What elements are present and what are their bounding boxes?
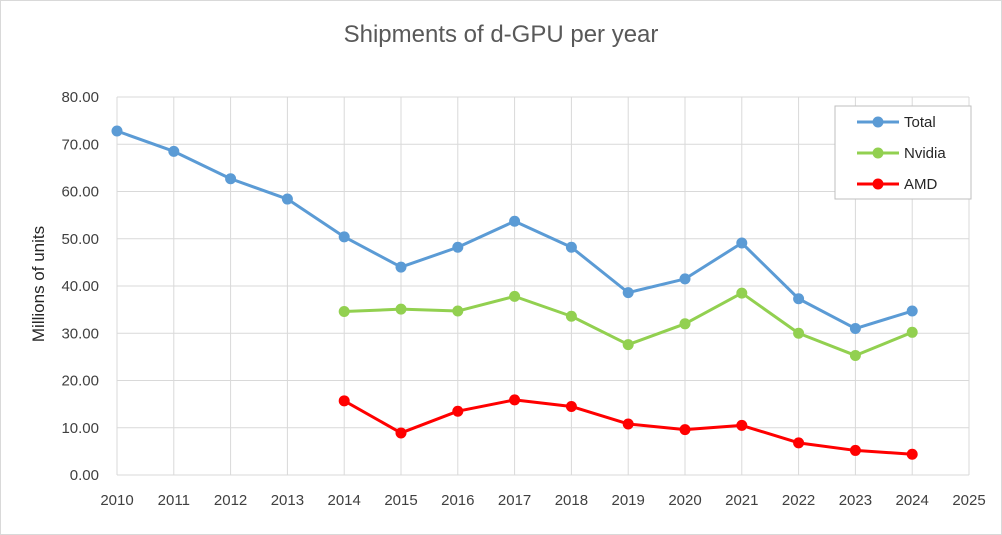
data-point-total xyxy=(168,145,180,157)
y-tick-label: 80.00 xyxy=(61,89,99,106)
data-point-nvidia xyxy=(565,310,577,322)
x-tick-label: 2012 xyxy=(214,492,247,509)
y-tick-label: 30.00 xyxy=(61,325,99,342)
x-tick-label: 2010 xyxy=(100,492,133,509)
legend-marker-amd xyxy=(872,178,884,190)
x-tick-label: 2018 xyxy=(555,492,588,509)
x-tick-label: 2024 xyxy=(896,492,929,509)
data-point-nvidia xyxy=(622,339,634,351)
data-point-total xyxy=(565,241,577,253)
x-tick-label: 2017 xyxy=(498,492,531,509)
legend-label-total: Total xyxy=(904,114,936,131)
chart-title: Shipments of d-GPU per year xyxy=(343,21,659,48)
x-tick-label: 2014 xyxy=(328,492,361,509)
data-point-total xyxy=(622,287,634,299)
x-tick-label: 2025 xyxy=(952,492,985,509)
x-tick-label: 2023 xyxy=(839,492,872,509)
data-point-amd xyxy=(338,395,350,407)
data-point-total xyxy=(849,323,861,335)
data-point-amd xyxy=(565,400,577,412)
x-tick-label: 2016 xyxy=(441,492,474,509)
data-point-nvidia xyxy=(338,306,350,318)
data-point-total xyxy=(338,231,350,243)
data-point-amd xyxy=(906,448,918,460)
data-point-nvidia xyxy=(906,326,918,338)
data-point-total xyxy=(225,173,237,185)
data-point-total xyxy=(509,215,521,227)
data-point-nvidia xyxy=(849,349,861,361)
data-point-total xyxy=(111,125,123,137)
data-point-total xyxy=(281,193,293,205)
data-point-amd xyxy=(679,424,691,436)
data-point-amd xyxy=(395,427,407,439)
y-tick-label: 0.00 xyxy=(70,467,99,484)
data-point-amd xyxy=(793,437,805,449)
data-point-nvidia xyxy=(679,318,691,330)
y-tick-label: 20.00 xyxy=(61,373,99,390)
y-tick-label: 10.00 xyxy=(61,420,99,437)
x-tick-label: 2019 xyxy=(612,492,645,509)
data-point-amd xyxy=(622,418,634,430)
data-point-amd xyxy=(452,405,464,417)
x-tick-label: 2021 xyxy=(725,492,758,509)
x-tick-label: 2020 xyxy=(668,492,701,509)
data-point-nvidia xyxy=(452,305,464,317)
x-tick-label: 2011 xyxy=(158,492,190,509)
data-point-amd xyxy=(509,394,521,406)
data-point-total xyxy=(793,293,805,305)
data-point-total xyxy=(395,261,407,273)
data-point-nvidia xyxy=(793,327,805,339)
y-tick-label: 40.00 xyxy=(61,278,99,295)
x-tick-label: 2013 xyxy=(271,492,304,509)
y-tick-label: 70.00 xyxy=(61,136,99,153)
data-point-total xyxy=(452,241,464,253)
data-point-nvidia xyxy=(736,287,748,299)
legend-label-amd: AMD xyxy=(904,176,938,193)
data-point-nvidia xyxy=(509,290,521,302)
data-point-total xyxy=(736,237,748,249)
y-tick-label: 60.00 xyxy=(61,184,99,201)
legend-marker-nvidia xyxy=(872,147,884,159)
x-tick-label: 2022 xyxy=(782,492,815,509)
data-point-total xyxy=(906,305,918,317)
legend-label-nvidia: Nvidia xyxy=(904,145,946,162)
data-point-nvidia xyxy=(395,303,407,315)
data-point-total xyxy=(679,273,691,285)
legend-marker-total xyxy=(872,116,884,128)
legend-box xyxy=(834,105,972,200)
x-tick-label: 2015 xyxy=(384,492,417,509)
data-point-amd xyxy=(849,444,861,456)
y-tick-label: 50.00 xyxy=(61,231,99,248)
data-point-amd xyxy=(736,419,748,431)
